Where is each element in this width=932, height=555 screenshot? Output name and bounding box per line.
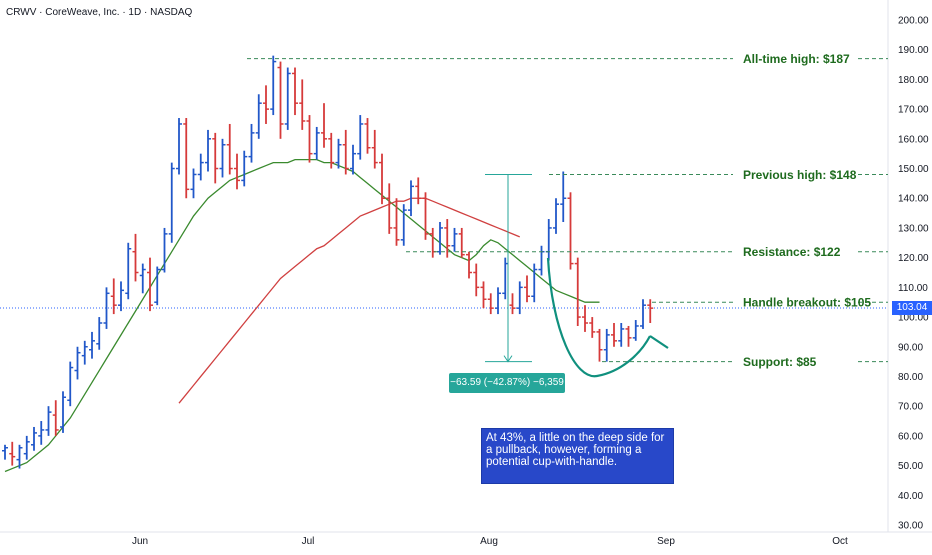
note-callout[interactable]: At 43%, a little on the deep side for a … — [481, 428, 674, 484]
last-price-label: 103.04 — [892, 301, 932, 316]
y-tick-label: 40.00 — [898, 491, 923, 502]
x-tick-label: Aug — [480, 536, 498, 547]
y-tick-label: 70.00 — [898, 402, 923, 413]
annotation-label: Support: $85 — [743, 355, 817, 369]
annotation-label: Handle breakout: $105 — [743, 296, 871, 310]
x-tick-label: Jun — [132, 536, 148, 547]
y-tick-label: 160.00 — [898, 134, 929, 145]
ma-slow-line — [178, 197, 520, 404]
y-tick-label: 80.00 — [898, 372, 923, 383]
y-tick-label: 90.00 — [898, 342, 923, 353]
note-text: At 43%, a little on the deep side for a … — [486, 432, 665, 468]
cup-handle — [649, 335, 669, 349]
y-tick-label: 30.00 — [898, 521, 923, 532]
y-tick-label: 180.00 — [898, 75, 929, 86]
x-tick-label: Sep — [657, 536, 675, 547]
ma-fast-line — [4, 158, 600, 473]
last-price-value: 103.04 — [896, 302, 928, 314]
y-tick-label: 120.00 — [898, 253, 929, 264]
y-tick-label: 150.00 — [898, 164, 929, 175]
cup-curve — [546, 257, 651, 378]
y-tick-label: 50.00 — [898, 461, 923, 472]
y-tick-label: 130.00 — [898, 223, 929, 234]
x-tick-label: Jul — [302, 536, 315, 547]
measure-arrow-head — [503, 355, 513, 363]
y-tick-label: 190.00 — [898, 45, 929, 56]
annotation-label: Resistance: $122 — [743, 245, 841, 259]
x-tick-label: Oct — [832, 536, 848, 547]
measure-result-label[interactable]: −63.59 (−42.87%) −6,359 — [449, 373, 565, 393]
y-tick-label: 60.00 — [898, 431, 923, 442]
y-tick-label: 100.00 — [898, 313, 929, 324]
annotation-label: All-time high: $187 — [743, 52, 850, 66]
chart-title: CRWV · CoreWeave, Inc. · 1D · NASDAQ — [6, 7, 193, 18]
measure-result-text: −63.59 (−42.87%) −6,359 — [450, 377, 564, 388]
y-tick-label: 200.00 — [898, 16, 929, 27]
annotation-label: Previous high: $148 — [743, 168, 857, 182]
y-tick-label: 110.00 — [898, 283, 928, 294]
y-tick-label: 170.00 — [898, 105, 929, 116]
y-tick-label: 140.00 — [898, 194, 929, 205]
